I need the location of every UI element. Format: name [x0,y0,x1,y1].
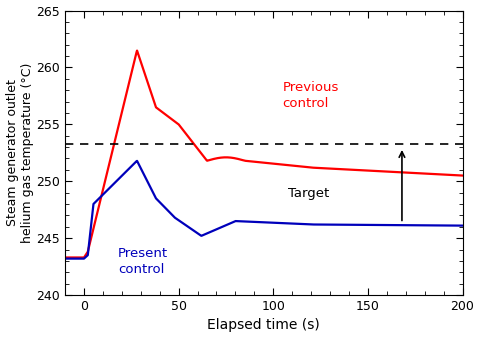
Y-axis label: Steam generator outlet
helium gas temperature (°C): Steam generator outlet helium gas temper… [6,63,34,243]
Text: Target: Target [288,187,330,200]
Text: Present
control: Present control [118,247,168,276]
Text: Previous
control: Previous control [283,81,339,111]
X-axis label: Elapsed time (s): Elapsed time (s) [207,318,320,333]
